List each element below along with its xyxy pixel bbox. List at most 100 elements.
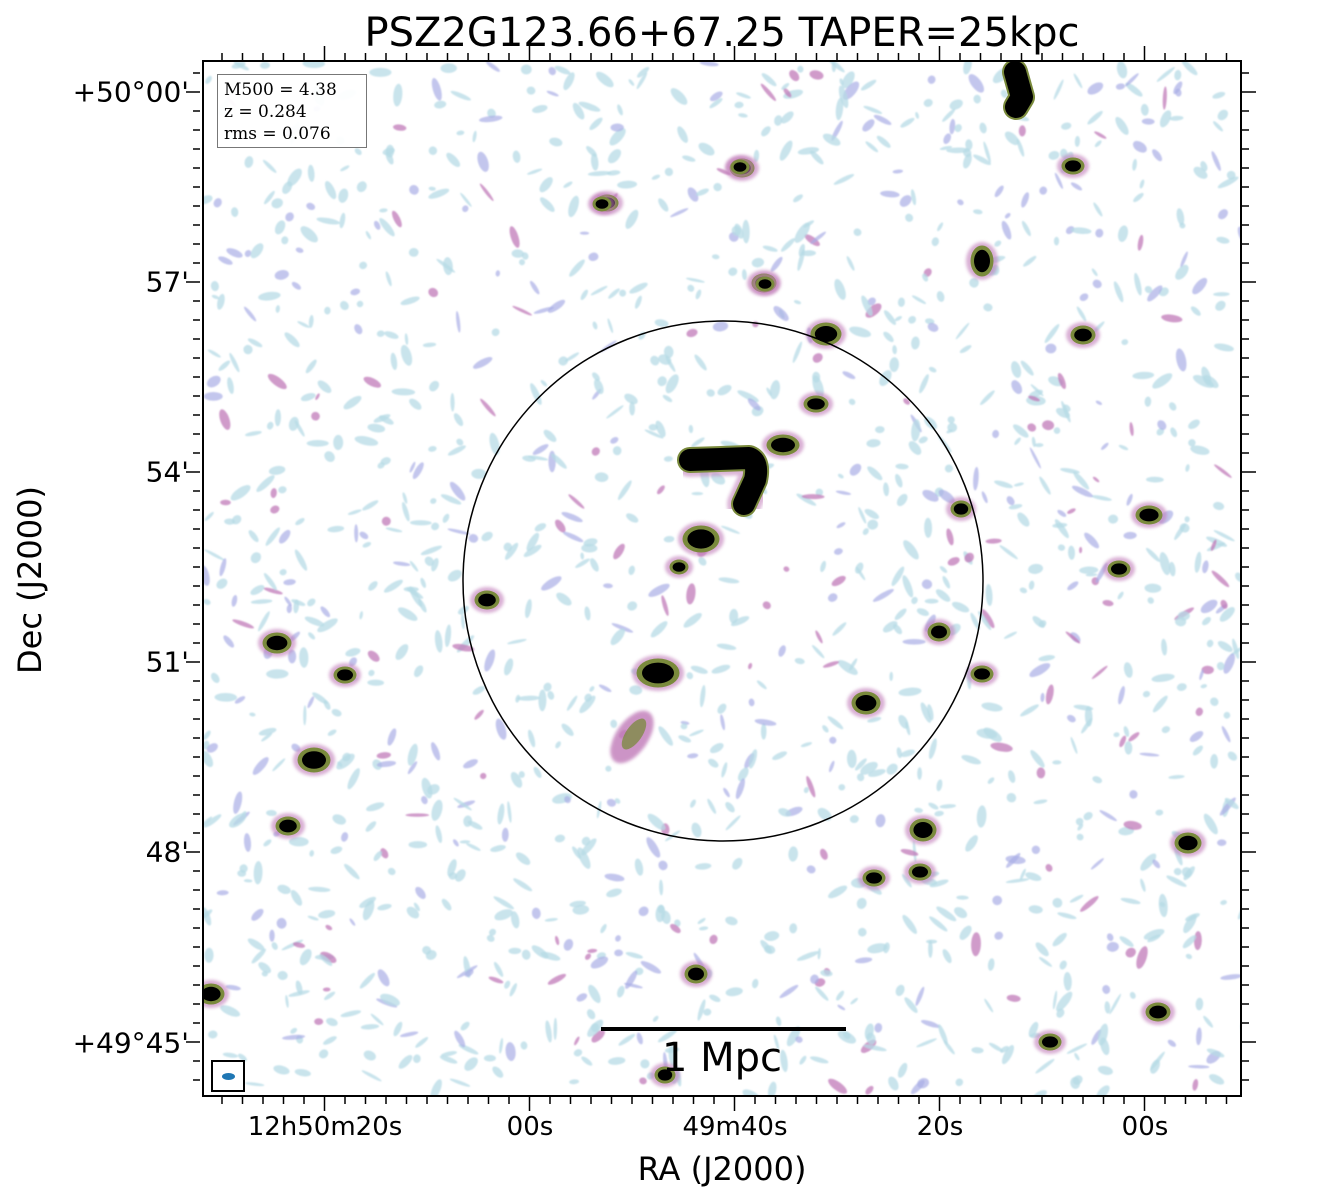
noise-speck bbox=[429, 380, 440, 392]
noise-speck bbox=[440, 1051, 458, 1057]
noise-speck bbox=[1132, 371, 1155, 380]
noise-speck bbox=[987, 958, 995, 971]
noise-speck bbox=[1067, 508, 1076, 514]
noise-speck bbox=[1179, 523, 1190, 533]
source-core bbox=[974, 249, 990, 273]
noise-speck bbox=[1180, 251, 1188, 268]
noise-speck bbox=[420, 577, 427, 589]
noise-speck bbox=[832, 622, 847, 636]
noise-speck bbox=[342, 752, 351, 762]
noise-speck bbox=[546, 90, 559, 97]
noise-speck bbox=[867, 466, 883, 481]
noise-speck bbox=[686, 328, 698, 338]
noise-speck bbox=[728, 267, 738, 276]
noise-speck bbox=[1065, 631, 1081, 644]
noise-speck bbox=[204, 814, 222, 828]
noise-speck bbox=[1029, 663, 1051, 678]
noise-speck bbox=[686, 672, 694, 680]
noise-speck bbox=[461, 613, 465, 630]
noise-speck bbox=[1192, 745, 1203, 756]
noise-speck bbox=[1116, 62, 1128, 79]
noise-speck bbox=[273, 1065, 290, 1075]
noise-speck bbox=[1079, 566, 1099, 574]
noise-speck bbox=[730, 616, 750, 627]
noise-speck bbox=[779, 984, 799, 999]
noise-speck bbox=[668, 1045, 677, 1067]
noise-speck bbox=[393, 561, 411, 567]
noise-speck bbox=[1183, 866, 1195, 881]
noise-speck bbox=[612, 446, 622, 456]
noise-speck bbox=[1021, 192, 1030, 208]
noise-speck bbox=[540, 379, 548, 387]
noise-speck bbox=[547, 973, 567, 985]
noise-speck bbox=[1014, 437, 1021, 445]
noise-speck bbox=[598, 684, 612, 693]
noise-speck bbox=[994, 480, 1013, 489]
noise-speck bbox=[687, 284, 695, 292]
noise-speck bbox=[973, 466, 979, 491]
noise-speck bbox=[1175, 88, 1182, 97]
noise-speck bbox=[820, 969, 833, 977]
noise-speck bbox=[1011, 380, 1023, 395]
noise-speck bbox=[258, 962, 272, 974]
noise-speck bbox=[563, 938, 574, 951]
noise-speck bbox=[204, 392, 223, 401]
noise-speck bbox=[873, 114, 892, 125]
noise-speck bbox=[703, 1008, 712, 1016]
noise-speck bbox=[875, 814, 886, 828]
noise-speck bbox=[266, 809, 277, 817]
noise-speck bbox=[434, 630, 443, 653]
noise-speck bbox=[628, 565, 635, 576]
noise-speck bbox=[662, 394, 673, 403]
noise-speck bbox=[1053, 236, 1060, 246]
x-tick-label: 20s bbox=[916, 1112, 964, 1142]
noise-speck bbox=[1006, 994, 1021, 1002]
noise-speck bbox=[957, 199, 964, 206]
noise-speck bbox=[468, 534, 479, 543]
noise-speck bbox=[929, 879, 949, 888]
noise-speck bbox=[222, 1052, 239, 1058]
noise-speck bbox=[849, 463, 862, 476]
noise-speck bbox=[969, 278, 979, 288]
noise-speck bbox=[861, 295, 873, 316]
noise-speck bbox=[507, 638, 527, 645]
noise-speck bbox=[447, 859, 457, 877]
noise-speck bbox=[753, 149, 760, 162]
source-core bbox=[1074, 328, 1092, 342]
noise-speck bbox=[510, 911, 520, 929]
noise-speck bbox=[214, 692, 238, 702]
noise-speck bbox=[1194, 551, 1202, 573]
noise-speck bbox=[229, 813, 247, 828]
noise-speck bbox=[910, 1080, 925, 1095]
noise-speck bbox=[786, 1026, 801, 1047]
noise-speck bbox=[1029, 447, 1041, 469]
noise-speck bbox=[489, 432, 500, 455]
noise-speck bbox=[277, 884, 291, 895]
noise-speck bbox=[626, 513, 639, 523]
noise-speck bbox=[937, 222, 944, 232]
noise-speck bbox=[575, 558, 590, 569]
noise-speck bbox=[617, 480, 632, 501]
noise-speck bbox=[1039, 186, 1048, 195]
noise-speck bbox=[1166, 875, 1187, 887]
noise-speck bbox=[955, 1078, 964, 1087]
noise-speck bbox=[428, 446, 437, 452]
noise-speck bbox=[925, 318, 935, 325]
noise-speck bbox=[204, 195, 213, 205]
noise-speck bbox=[994, 240, 1002, 247]
noise-speck bbox=[1139, 179, 1145, 189]
noise-speck bbox=[290, 1027, 298, 1034]
noise-speck bbox=[561, 723, 574, 736]
noise-speck bbox=[402, 502, 410, 522]
noise-speck bbox=[245, 430, 262, 437]
noise-speck bbox=[1027, 423, 1037, 432]
noise-speck bbox=[762, 601, 771, 610]
noise-speck bbox=[453, 413, 464, 427]
noise-speck bbox=[263, 587, 283, 595]
noise-speck bbox=[442, 513, 450, 523]
noise-speck bbox=[319, 954, 333, 966]
noise-speck bbox=[376, 330, 385, 337]
source-core bbox=[814, 326, 838, 342]
noise-speck bbox=[488, 976, 504, 984]
noise-speck bbox=[1145, 547, 1161, 562]
